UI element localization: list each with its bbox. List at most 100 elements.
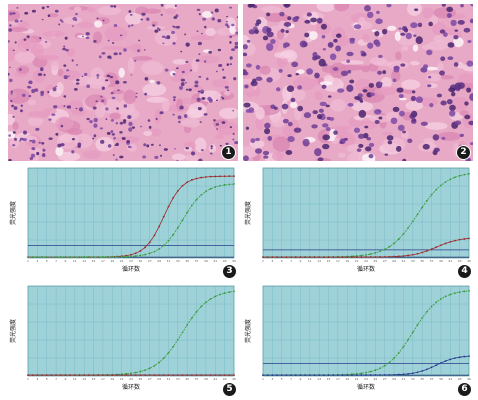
cell-nucleus	[433, 147, 440, 153]
cell-nucleus	[10, 90, 13, 94]
data-point	[468, 237, 470, 240]
data-point	[130, 374, 132, 376]
cell-nucleus	[410, 95, 416, 102]
cell-nucleus	[432, 134, 440, 141]
stroma-blob	[273, 51, 295, 59]
cell-nucleus	[110, 118, 114, 122]
x-tick-label: 5	[281, 377, 283, 381]
data-point	[369, 370, 372, 373]
data-point	[360, 372, 363, 375]
cell-nucleus	[235, 31, 238, 35]
cell-nucleus	[22, 130, 28, 135]
data-point	[153, 250, 156, 253]
x-tick-label: 31	[167, 259, 171, 263]
cell-nucleus	[221, 68, 225, 71]
stroma-blob	[146, 25, 166, 31]
cell-nucleus	[329, 53, 337, 61]
data-point	[463, 290, 466, 293]
cell-nucleus	[229, 6, 233, 9]
data-point	[266, 256, 269, 258]
cell-nucleus	[413, 34, 417, 37]
stroma-blob	[191, 58, 199, 73]
data-point	[421, 370, 424, 372]
x-tick-label: 37	[195, 377, 199, 381]
stroma-blob	[16, 65, 30, 74]
cell-nucleus	[265, 43, 274, 51]
data-point	[195, 310, 198, 313]
cell-nucleus	[367, 42, 374, 49]
micrograph-panel-2: 2	[243, 4, 473, 161]
cell-nucleus	[185, 60, 189, 63]
cell-nucleus	[172, 42, 176, 45]
data-point	[280, 374, 283, 376]
cell-nucleus	[26, 35, 30, 39]
x-tick-label: 11	[73, 377, 77, 381]
cell-nucleus	[138, 39, 141, 42]
cell-nucleus	[43, 73, 46, 76]
cell-nucleus	[200, 149, 204, 152]
cell-nucleus	[402, 130, 406, 134]
cell-nucleus	[137, 49, 141, 53]
data-point	[388, 255, 391, 258]
cell-nucleus	[100, 95, 103, 98]
x-tick-label: 7	[55, 259, 57, 263]
x-tick-label: 25	[138, 377, 142, 381]
data-point	[444, 360, 447, 362]
panel-badge-2: 2	[456, 145, 471, 160]
cell-nucleus	[75, 19, 78, 22]
data-point	[299, 256, 302, 258]
stroma-blob	[215, 121, 238, 136]
cell-nucleus	[163, 148, 168, 151]
x-tick-label: 27	[383, 259, 387, 263]
data-point	[97, 374, 100, 376]
data-point	[158, 374, 160, 376]
cell-nucleus	[469, 18, 473, 24]
stroma-blob	[422, 44, 431, 50]
cell-nucleus	[229, 41, 232, 44]
cell-nucleus	[287, 74, 292, 78]
data-point	[416, 371, 419, 374]
cell-nucleus	[255, 137, 260, 142]
x-tick-label: 35	[185, 259, 189, 263]
cell-nucleus	[142, 155, 147, 159]
cell-nucleus	[322, 134, 330, 141]
data-point	[468, 355, 470, 358]
cell-nucleus	[448, 87, 456, 93]
cell-nucleus	[407, 138, 413, 144]
cell-nucleus	[316, 17, 323, 24]
cell-nucleus	[65, 48, 69, 52]
cell-nucleus	[180, 78, 186, 82]
data-point	[228, 175, 231, 178]
x-tick-label: 35	[420, 259, 424, 263]
y-axis-label: 荧光强度	[244, 201, 252, 225]
cell-nucleus	[281, 103, 289, 110]
cell-nucleus	[402, 158, 407, 161]
cell-nucleus	[105, 118, 108, 121]
cell-nucleus	[198, 13, 201, 16]
stroma-blob	[20, 36, 38, 49]
data-point	[454, 176, 456, 179]
x-tick-label: 3	[271, 377, 273, 381]
cell-nucleus	[58, 23, 61, 26]
cell-nucleus	[415, 96, 424, 104]
data-point	[322, 374, 325, 376]
cell-nucleus	[325, 104, 330, 108]
cell-nucleus	[11, 104, 14, 108]
cell-nucleus	[52, 87, 57, 92]
cell-nucleus	[12, 115, 15, 118]
cell-nucleus	[267, 135, 272, 141]
stroma-blob	[188, 102, 207, 118]
cell-nucleus	[250, 138, 256, 144]
data-point	[379, 256, 381, 258]
x-tick-label: 11	[308, 377, 312, 381]
cell-nucleus	[420, 121, 428, 126]
cell-nucleus	[178, 85, 184, 90]
data-point	[27, 374, 29, 376]
cell-nucleus	[86, 84, 91, 89]
cell-nucleus	[234, 41, 238, 46]
x-tick-label: 29	[392, 259, 396, 263]
cell-nucleus	[215, 70, 218, 73]
cell-nucleus	[127, 24, 131, 28]
cell-nucleus	[221, 97, 225, 100]
stroma-blob	[47, 13, 59, 18]
